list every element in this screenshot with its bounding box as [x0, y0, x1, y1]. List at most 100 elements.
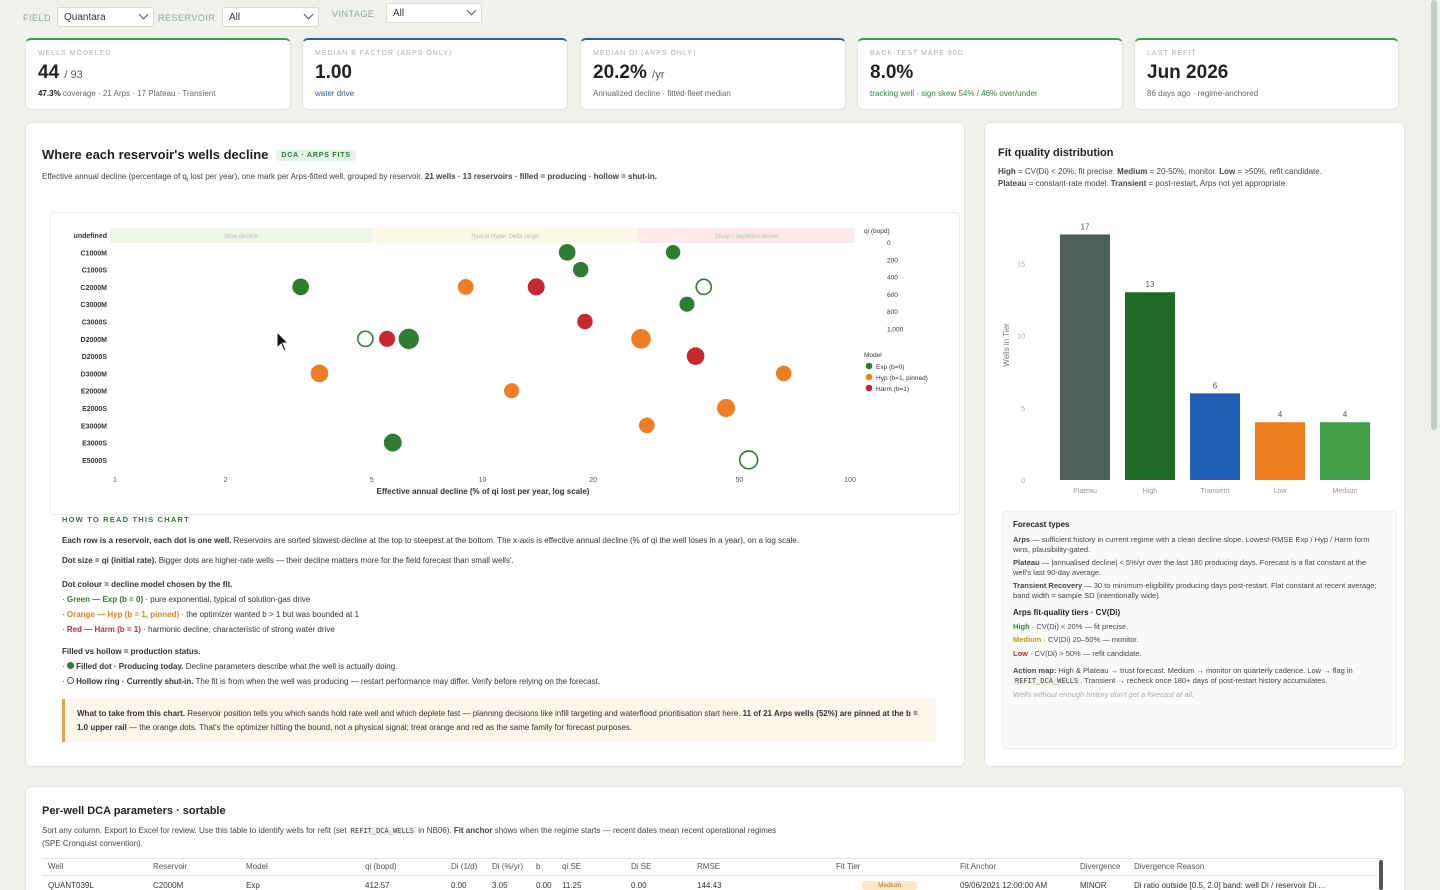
well-dot: [398, 328, 419, 349]
filled-label: Filled dot · Producing today.: [76, 661, 184, 671]
table-cell: 11.25: [562, 881, 582, 890]
x-category-label: Transient: [1201, 488, 1230, 495]
page-scrollbar[interactable]: [1431, 0, 1437, 430]
well-dot: [527, 278, 545, 296]
howto-text: Bigger dots are higher-rate wells — thei…: [156, 556, 514, 566]
kpi-wells-modeled: WELLS MODELED 44 / 93 47.3% coverage · 2…: [25, 38, 291, 110]
column-header[interactable]: Di (1/d): [451, 862, 478, 871]
tier-text: · CV(Di) > 50% — refit candidate.: [1028, 648, 1142, 658]
kpi-label: MEDIAN B FACTOR (ARPS ONLY): [315, 50, 453, 57]
column-header[interactable]: RMSE: [697, 862, 721, 871]
column-header[interactable]: Fit Anchor: [960, 862, 997, 871]
takeaway-callout: What to take from this chart. Reservoir …: [62, 699, 936, 743]
well-dot: [577, 313, 593, 330]
field-select[interactable]: Quantara: [57, 7, 154, 27]
kpi-label: BACK-TEST MAPE 90D: [870, 50, 964, 57]
desc-text: = constant-rate model.: [1026, 178, 1111, 188]
table-divider: [42, 858, 1382, 859]
howto-status: Filled vs hollow = production status. · …: [62, 646, 601, 686]
row-label: D3000M: [81, 371, 108, 378]
column-header[interactable]: Well: [48, 862, 64, 871]
x-axis-title: Effective annual decline (% of qi lost p…: [377, 487, 590, 496]
well-dot: [679, 296, 695, 312]
callout-bold: What to take from this chart.: [77, 709, 186, 719]
field-select-value: Quantara: [64, 12, 106, 23]
column-header[interactable]: Di SE: [631, 862, 652, 871]
kpi-backtest-mape: BACK-TEST MAPE 90D 8.0% tracking well · …: [857, 38, 1123, 110]
column-header[interactable]: Divergence Reason: [1134, 862, 1205, 871]
tier-low: Low · CV(Di) > 50% — refit candidate.: [1013, 649, 1386, 659]
chevron-down-icon: [138, 9, 149, 20]
bar: [1255, 422, 1305, 480]
howto-bold: Dot size = qi (initial rate).: [62, 556, 157, 566]
action-map: Action map: High & Plateau → trust forec…: [1013, 666, 1386, 687]
type-bold: Transient Recovery: [1013, 581, 1083, 591]
y-tick-label: 15: [1017, 261, 1025, 268]
howto-heading: HOW TO READ THIS CHART: [62, 515, 190, 524]
vintage-select[interactable]: All: [386, 3, 482, 23]
mouse-cursor-icon: [276, 331, 290, 352]
kpi-value-number: 20.2%: [593, 62, 647, 83]
row-label: E2000S: [82, 406, 107, 413]
tier-text: · CV(Di) < 20% — fit precise.: [1029, 622, 1129, 632]
table-desc-bold: Fit anchor: [453, 826, 493, 835]
row-label: C1000S: [82, 268, 108, 275]
x-tick-label: 50: [735, 477, 743, 484]
action-code: REFIT_DCA_WELLS: [1013, 676, 1081, 685]
kpi-median-b-factor: MEDIAN B FACTOR (ARPS ONLY) 1.00 water d…: [302, 38, 568, 110]
legend-swatch: [865, 373, 873, 381]
tier-text: · CV(Di) 20–50% — monitor.: [1041, 635, 1139, 645]
column-header[interactable]: Model: [246, 862, 268, 871]
howto-rows: Each row is a reservoir, each dot is one…: [62, 536, 942, 546]
type-plateau: Plateau — |annualised decline| < 5%/yr o…: [1013, 558, 1386, 578]
desc-text: = post-restart, Arps not yet appropriate…: [1146, 178, 1288, 188]
row-label: C1000M: [81, 250, 108, 257]
decline-title-text: Where each reservoir's wells decline: [42, 147, 269, 162]
row-label: E3000S: [82, 441, 107, 448]
row-label: C2000M: [81, 285, 108, 292]
bar-value-label: 6: [1213, 381, 1218, 390]
kpi-value-suffix: /yr: [652, 69, 665, 81]
kpi-value: Jun 2026: [1147, 62, 1229, 83]
table-cell: Di ratio outside [0.5, 2.0] band: well D…: [1134, 881, 1326, 890]
column-header[interactable]: Di (%/yr): [492, 862, 524, 871]
row-label: E5000S: [82, 458, 107, 465]
size-legend-value: 600: [887, 292, 898, 299]
model-legend-title: Model: [864, 352, 882, 359]
column-header[interactable]: Fit Tier: [836, 862, 861, 871]
column-header[interactable]: b: [536, 862, 541, 871]
filled-text: Decline parameters describe what the wel…: [183, 661, 398, 671]
vintage-select-value: All: [393, 8, 405, 19]
kpi-sub-bold: 47.3%: [38, 89, 61, 98]
kpi-sub: tracking well · sign skew 54% / 46% over…: [870, 89, 1038, 98]
x-tick-label: 10: [479, 477, 487, 484]
x-tick-label: 100: [844, 477, 856, 484]
column-header[interactable]: qi (bopd): [365, 862, 397, 871]
table-cell: MINOR: [1080, 881, 1107, 890]
bar: [1190, 393, 1240, 480]
kpi-label: LAST REFIT: [1147, 50, 1197, 57]
callout-text: Reservoir position tells you which sands…: [185, 709, 743, 719]
x-tick-label: 5: [370, 477, 374, 484]
column-header[interactable]: Divergence: [1080, 862, 1121, 871]
column-header[interactable]: qi SE: [562, 862, 582, 871]
tier-bold: High: [1013, 622, 1030, 632]
well-ring: [695, 278, 713, 296]
well-dot: [292, 278, 310, 296]
bar-value-label: 4: [1343, 410, 1348, 419]
type-text: — |annualised decline| < 5%/yr over the …: [1013, 558, 1367, 578]
band-bg: [372, 228, 638, 243]
x-category-label: High: [1143, 488, 1158, 495]
desc-bold: Plateau: [998, 178, 1027, 188]
kpi-sub: Annualized decline · fitted-fleet median: [593, 89, 731, 98]
reservoir-select[interactable]: All: [222, 7, 319, 27]
kpi-sub-text: coverage · 21 Arps · 17 Plateau · Transi…: [60, 89, 216, 98]
vintage-label: VINTAGE: [332, 9, 375, 19]
table-scrollbar[interactable]: [1379, 860, 1383, 890]
well-ring: [738, 450, 759, 470]
column-header[interactable]: Reservoir: [153, 862, 188, 871]
well-dot: [638, 417, 655, 434]
desc-bold: Transient: [1110, 178, 1147, 188]
green-label: Green — Exp (b = 0): [66, 594, 144, 604]
y-tick-label: 5: [1021, 406, 1025, 413]
